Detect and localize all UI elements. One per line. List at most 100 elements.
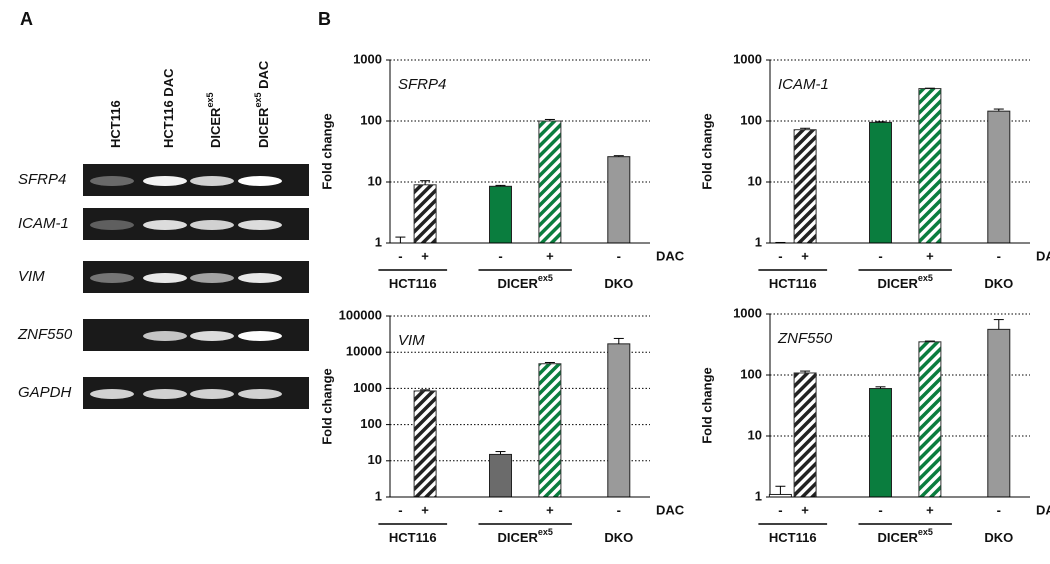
y-tick-label: 1 [375,234,382,249]
x-tick-label: - [498,502,502,517]
gene-label: SFRP4 [18,171,66,188]
bar [489,453,512,498]
label-part: DKO [984,530,1013,545]
lane-label: HCT116 DAC [161,68,176,148]
gel-band [190,273,234,283]
label-part: DICER [877,276,918,291]
error-bar [420,389,431,391]
x-tick-label: - [617,502,621,517]
group-label: DKO [984,276,1013,291]
x-tick-label: - [617,248,621,263]
y-axis-label: Fold change [319,113,334,190]
x-tick-label: - [498,248,502,263]
y-tick-label: 1000 [733,51,762,66]
error-bar [613,337,624,344]
y-tick-label: 100 [360,112,382,127]
bar [489,185,512,244]
bar [918,88,942,244]
label-part: DICER [208,107,223,148]
label-part: ex5 [918,527,933,537]
gel-band [143,331,187,341]
y-tick-label: 100 [740,366,762,381]
y-tick-label: 1000 [353,51,382,66]
x-tick-label: + [546,248,554,263]
group-label: HCT116 [769,530,817,545]
error-bar [420,180,431,185]
label-part: ex5 [918,273,933,283]
label-part: ex5 [538,273,553,283]
panel-label: A [20,9,33,29]
x-tick-label: + [801,502,809,517]
gel-band [143,273,187,283]
group-label: DKO [604,276,633,291]
y-tick-label: 10 [368,173,382,188]
y-tick-label: 1 [755,234,762,249]
y-tick-label: 10 [368,452,382,467]
x-axis-label: DAC [656,502,685,517]
gene-label: GAPDH [18,384,72,401]
label-part: DKO [984,276,1013,291]
y-tick-label: 10 [748,173,762,188]
label-part: DKO [604,530,633,545]
label-part: HCT116 DAC [161,68,176,148]
label-part: HCT116 [389,276,437,291]
gel-band [190,331,234,341]
error-bar [395,236,406,243]
x-tick-label: + [926,248,934,263]
error-bar [775,485,786,495]
bar [793,129,817,244]
x-axis-label: DAC [1036,248,1050,263]
group-label: HCT116 [389,276,437,291]
x-tick-label: - [778,502,782,517]
y-tick-label: 100000 [339,307,382,322]
gel-band [143,176,187,186]
gel-band [238,389,282,399]
error-bar [544,118,555,121]
bar [869,388,892,498]
bar [607,156,631,244]
x-tick-label: - [878,502,882,517]
label-part: DICER [497,276,538,291]
lane-label: DICERex5 DAC [253,60,271,148]
label-part: ex5 [253,93,263,108]
y-tick-label: 1000 [353,380,382,395]
x-tick-label: + [421,502,429,517]
group-label: DICERex5 [497,273,552,291]
y-tick-label: 10 [748,427,762,442]
group-label: DICERex5 [877,273,932,291]
bar [413,390,437,498]
group-label: DICERex5 [877,527,932,545]
bar [538,363,562,498]
bar [918,341,942,498]
bar [413,184,437,244]
x-axis-label: DAC [1036,502,1050,517]
x-tick-label: - [398,502,402,517]
y-axis-label: Fold change [699,113,714,190]
group-label: DKO [604,530,633,545]
label-part: HCT116 [769,530,817,545]
error-bar [800,127,811,130]
label-part: ex5 [205,93,215,108]
error-bar [800,370,811,373]
label-part: DICER [256,107,271,148]
panel-label: B [318,9,331,29]
label-part: DAC [256,60,271,92]
gel-band [90,176,134,186]
error-bar [875,386,886,389]
y-tick-label: 1000 [733,305,762,320]
chart-title: SFRP4 [398,76,446,93]
bar [987,328,1011,498]
lane-label: DICERex5 [205,93,223,148]
label-part: HCT116 [769,276,817,291]
label-part: DICER [497,530,538,545]
gel-band [90,220,134,230]
bar [869,121,892,244]
label-part: HCT116 [389,530,437,545]
x-tick-label: - [778,248,782,263]
label-part: HCT116 [108,100,123,148]
x-tick-label: - [878,248,882,263]
label-part: ex5 [538,527,553,537]
y-tick-label: 100 [360,416,382,431]
gel-band [238,331,282,341]
